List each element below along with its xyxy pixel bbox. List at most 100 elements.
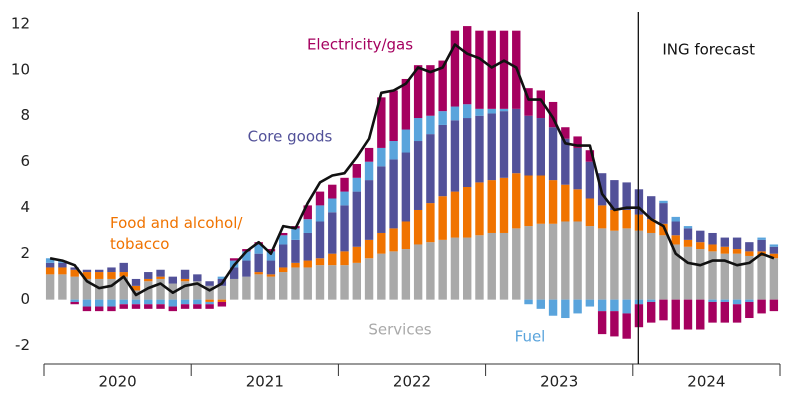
bar-segment (438, 60, 447, 112)
bar-segment (597, 205, 607, 229)
bar-segment (647, 196, 656, 220)
bar-segment (119, 262, 128, 273)
bar-segment (180, 269, 190, 279)
bar-segment (413, 244, 423, 300)
bar-segment (671, 216, 680, 222)
bar-segment (487, 108, 496, 114)
bar-segment (671, 235, 680, 245)
bar-segment (352, 191, 361, 247)
y-tick-label: 6 (20, 152, 30, 170)
bar-segment (254, 253, 263, 273)
bar-segment (499, 232, 509, 300)
bar-segment (168, 276, 177, 284)
bar-segment (732, 237, 742, 250)
bar-segment (180, 278, 190, 282)
bar-segment (315, 221, 325, 259)
bar-segment (266, 276, 276, 300)
bar-segment (205, 301, 214, 305)
bar-segment (732, 304, 742, 323)
bar-segment (413, 209, 423, 245)
bar-segment (524, 299, 533, 305)
bar-segment (745, 301, 754, 319)
bar-segment (144, 272, 153, 279)
bar-segment (671, 244, 680, 300)
bar-segment (45, 262, 55, 268)
bar-segment (475, 108, 484, 116)
bar-segment (401, 129, 411, 153)
bar-segment (622, 209, 631, 229)
bar-segment (548, 180, 558, 224)
bar-segment (769, 244, 779, 247)
bar-segment (180, 304, 190, 309)
bar-segment (131, 278, 141, 286)
x-tick-label: 2020 (99, 373, 137, 391)
bar-segment (708, 299, 717, 302)
bar-segment (524, 226, 533, 300)
bar-segment (487, 180, 496, 233)
bar-segment (622, 182, 631, 210)
bar-segment (757, 237, 766, 240)
bar-segment (463, 187, 472, 238)
bar-segment (217, 299, 227, 302)
bar-segment (352, 246, 361, 263)
bar-segment (70, 269, 79, 277)
series-label: Fuel (515, 328, 546, 346)
bar-segment (647, 301, 656, 323)
bar-segment (315, 205, 325, 222)
bar-segment (585, 150, 595, 162)
bar-segment (463, 104, 472, 119)
bar-segment (732, 253, 742, 300)
bar-segment (463, 26, 472, 105)
bar-segment (180, 281, 190, 300)
bar-segment (144, 281, 153, 300)
bar-segment (229, 258, 239, 261)
bar-segment (217, 301, 227, 307)
bar-segment (315, 191, 325, 206)
bar-segment (536, 223, 545, 300)
bar-segment (769, 258, 779, 300)
bar-segment (144, 299, 153, 305)
bar-segment (131, 304, 141, 309)
y-tick-label: 10 (11, 60, 30, 78)
bar-segment (683, 228, 693, 240)
bar-segment (364, 147, 374, 162)
bar-segment (438, 111, 447, 125)
bar-segment (426, 115, 435, 135)
bar-segment (524, 88, 533, 116)
x-tick-label: 2021 (246, 373, 284, 391)
y-tick-label: 4 (20, 198, 30, 216)
bar-segment (561, 221, 570, 300)
bar-segment (499, 30, 509, 109)
bar-segment (585, 198, 595, 227)
bar-segment (536, 118, 545, 176)
bar-segment (156, 278, 165, 300)
bar-segment (573, 189, 582, 222)
bar-segment (107, 278, 116, 300)
bar-segment (328, 184, 337, 199)
bar-segment (364, 258, 374, 300)
bar-segment (242, 251, 251, 261)
bar-segment (107, 267, 116, 273)
bar-segment (119, 304, 128, 309)
bar-segment (107, 299, 116, 307)
bar-segment (352, 177, 361, 192)
bar-segment (229, 278, 239, 300)
bar-segment (266, 251, 276, 261)
bar-segment (303, 219, 312, 233)
bar-segment (524, 115, 533, 176)
bar-segment (708, 251, 717, 300)
bar-segment (242, 276, 251, 300)
bar-segment (95, 272, 104, 279)
bar-segment (475, 182, 484, 236)
bar-segment (315, 265, 325, 300)
bar-segment (82, 272, 92, 279)
bar-segment (328, 253, 337, 266)
bar-segment (340, 177, 349, 192)
bar-segment (95, 299, 104, 307)
bar-segment (377, 166, 386, 233)
bar-segment (389, 90, 398, 142)
bar-segment (512, 108, 521, 174)
y-tick-label: -2 (15, 336, 30, 354)
bar-segment (597, 228, 607, 300)
bar-segment (463, 237, 472, 300)
